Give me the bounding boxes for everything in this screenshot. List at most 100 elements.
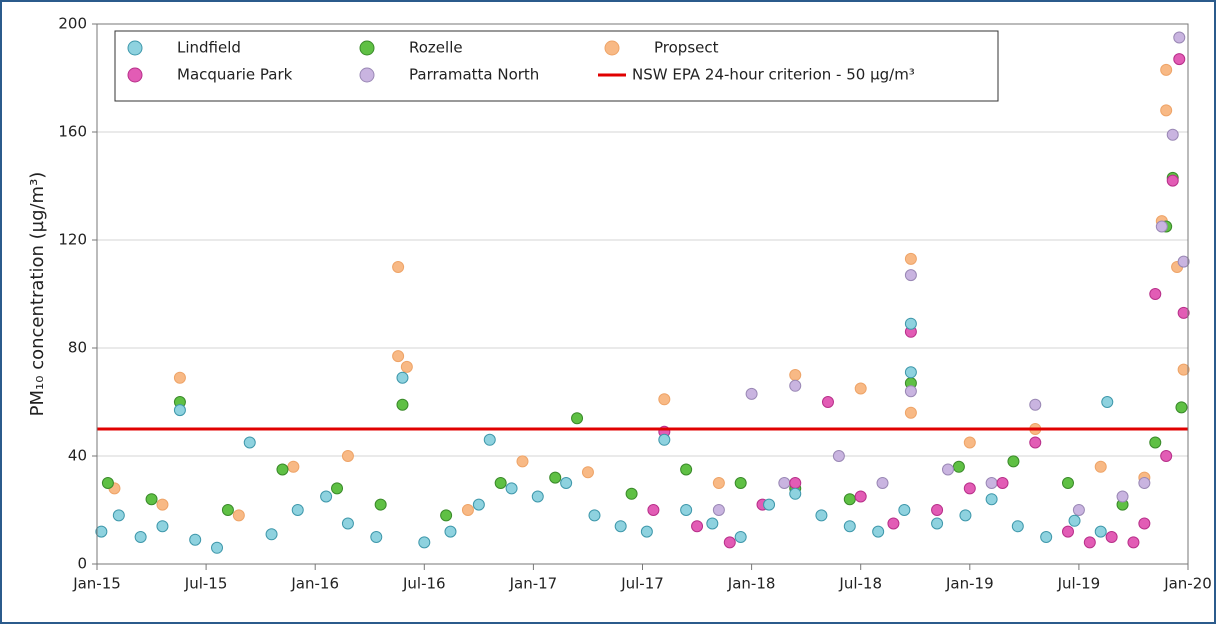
point	[789, 369, 802, 381]
point	[505, 482, 518, 495]
point	[331, 482, 344, 495]
point	[472, 498, 485, 511]
point	[1138, 517, 1151, 530]
point	[996, 477, 1009, 489]
point	[904, 406, 917, 419]
legend-marker	[359, 67, 375, 83]
point	[581, 466, 594, 479]
point	[95, 525, 108, 538]
point	[734, 531, 747, 543]
point	[832, 450, 845, 462]
point	[1061, 477, 1074, 489]
point	[904, 366, 917, 379]
y-tick-label: 0	[77, 555, 87, 573]
point	[904, 385, 917, 398]
legend-marker	[359, 40, 375, 56]
point	[1177, 306, 1190, 319]
point	[745, 387, 758, 400]
point	[712, 504, 725, 516]
point	[872, 525, 885, 538]
point	[789, 379, 802, 392]
legend-label: NSW EPA 24-hour criterion - 50 µg/m³	[632, 66, 915, 84]
point	[985, 493, 998, 506]
point	[531, 490, 544, 503]
point	[112, 509, 125, 522]
point	[156, 520, 169, 533]
point	[898, 504, 911, 516]
point	[876, 477, 889, 489]
point	[1094, 525, 1107, 538]
point	[341, 517, 354, 530]
plot-frame	[96, 23, 1189, 565]
point	[1072, 504, 1085, 516]
point	[959, 509, 972, 522]
point	[440, 509, 453, 522]
point	[640, 525, 653, 538]
point	[789, 477, 802, 489]
point	[706, 517, 719, 530]
point	[1155, 220, 1168, 233]
point	[1029, 398, 1042, 411]
point	[341, 450, 354, 462]
point	[1007, 455, 1020, 468]
legend-marker	[604, 40, 620, 56]
point	[265, 528, 278, 541]
point	[392, 261, 405, 273]
x-tick-label: Jan-20	[1163, 575, 1212, 593]
point	[396, 398, 409, 411]
point	[1160, 63, 1173, 76]
point	[549, 471, 562, 484]
point	[1138, 477, 1151, 489]
point	[232, 509, 245, 522]
point	[1068, 514, 1081, 527]
point	[444, 525, 457, 538]
y-tick-label: 200	[58, 15, 87, 33]
point	[173, 404, 186, 417]
legend-label: Parramatta North	[409, 66, 539, 84]
point	[516, 455, 529, 468]
point	[1149, 436, 1162, 449]
point	[931, 517, 944, 530]
point	[1160, 450, 1173, 462]
x-tick-label: Jul-16	[402, 575, 446, 593]
legend: Lindfield Rozelle Propsect Macquarie Park Pa…	[114, 30, 999, 102]
y-axis-label: PM₁₀ concentration (µg/m³)	[27, 172, 48, 417]
point	[560, 477, 573, 489]
point	[904, 252, 917, 265]
legend-label: Macquarie Park	[177, 66, 293, 84]
point	[931, 504, 944, 516]
point	[658, 433, 671, 446]
point	[789, 487, 802, 500]
point	[723, 536, 736, 549]
point	[1177, 255, 1190, 268]
legend-label: Rozelle	[409, 39, 463, 57]
x-tick-label: Jul-17	[620, 575, 664, 593]
point	[1166, 128, 1179, 141]
point	[1040, 531, 1053, 543]
point	[1127, 536, 1140, 549]
point	[1166, 174, 1179, 187]
point	[712, 477, 725, 489]
point	[400, 360, 413, 373]
point	[821, 396, 834, 408]
x-tick-label: Jan-18	[727, 575, 776, 593]
point	[1011, 520, 1024, 533]
point	[276, 463, 289, 476]
x-tick-label: Jul-18	[838, 575, 882, 593]
point	[904, 317, 917, 330]
point	[1083, 536, 1096, 549]
point	[854, 382, 867, 395]
point	[287, 460, 300, 473]
point	[145, 493, 158, 506]
point	[1160, 104, 1173, 117]
point	[1029, 436, 1042, 449]
point	[963, 482, 976, 495]
point	[374, 498, 387, 511]
point	[658, 393, 671, 406]
point	[320, 490, 333, 503]
point	[101, 477, 114, 489]
legend-box	[114, 30, 999, 102]
point	[1101, 396, 1114, 408]
point	[691, 520, 704, 533]
